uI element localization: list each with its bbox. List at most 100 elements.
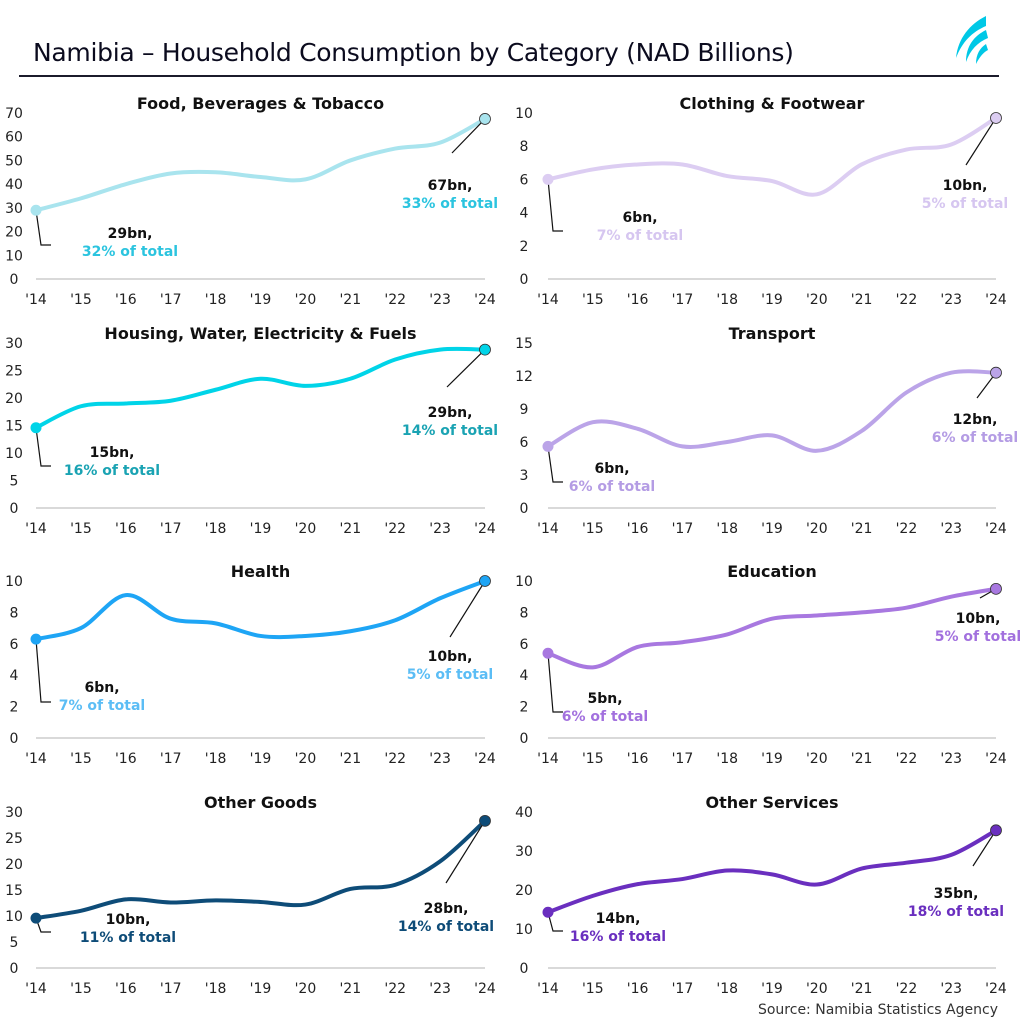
panel-7: Other Services 0 10 20 30 40 '14 '15 '16 '17 '18 '1…: [515, 793, 1007, 997]
start-leader-line: [547, 912, 563, 932]
x-tick-label: '21: [851, 292, 873, 308]
x-tick-label: '19: [761, 981, 783, 997]
x-tick-label: '16: [627, 981, 649, 997]
x-tick-label: '16: [627, 751, 649, 767]
x-tick-label: '15: [70, 292, 92, 308]
start-value-label: 6bn,: [84, 680, 119, 696]
end-value-label: 10bn,: [943, 178, 988, 194]
start-value-label: 29bn,: [108, 226, 153, 242]
y-tick-label: 2: [520, 700, 529, 716]
x-tick-label: '22: [896, 751, 918, 767]
end-point: [990, 824, 1002, 837]
x-tick-label: '24: [474, 292, 496, 308]
x-tick-label: '20: [295, 751, 317, 767]
panel-title: Health: [231, 562, 291, 581]
end-value-label: 67bn,: [428, 178, 473, 194]
start-leader-line: [547, 179, 563, 232]
x-tick-label: '21: [339, 521, 361, 537]
x-tick-label: '22: [896, 292, 918, 308]
y-tick-label: 9: [520, 402, 529, 418]
panel-title: Transport: [729, 324, 816, 343]
x-tick-label: '18: [716, 981, 738, 997]
y-tick-label: 30: [5, 805, 23, 821]
y-tick-label: 20: [5, 391, 23, 407]
x-tick-label: '16: [115, 751, 137, 767]
start-value-label: 5bn,: [587, 691, 622, 707]
x-tick-label: '16: [627, 292, 649, 308]
panel-6: Other Goods 0 5 10 15 20 25 30 '14 '15 '16 '17 '18 '1…: [5, 793, 496, 997]
x-tick-label: '16: [115, 292, 137, 308]
y-tick-label: 15: [515, 336, 533, 352]
x-tick-label: '16: [115, 521, 137, 537]
panel-4: Health 0 2 4 6 8 10 '14 '15 '16 '17 '18 '19 '20 '21 '22…: [5, 562, 496, 767]
start-leader-line: [547, 653, 563, 713]
x-tick-label: '17: [672, 292, 694, 308]
y-tick-label: 10: [5, 574, 23, 590]
start-value-label: 10bn,: [106, 912, 151, 928]
panel-title: Food, Beverages & Tobacco: [137, 94, 384, 113]
start-share-label: 16% of total: [64, 463, 160, 479]
y-tick-label: 8: [10, 605, 19, 621]
end-share-label: 18% of total: [908, 904, 1004, 920]
end-value-label: 29bn,: [428, 405, 473, 421]
x-tick-label: '14: [25, 981, 47, 997]
end-leader-line: [445, 820, 486, 884]
y-tick-label: 10: [5, 248, 23, 264]
y-tick-label: 6: [520, 435, 529, 451]
series-line: [546, 369, 998, 453]
x-tick-label: '15: [582, 292, 604, 308]
y-tick-label: 2: [520, 239, 529, 255]
panel-title: Education: [727, 562, 817, 581]
end-value-label: 10bn,: [956, 611, 1001, 627]
x-tick-label: '23: [429, 981, 451, 997]
x-tick-label: '15: [70, 521, 92, 537]
y-tick-label: 4: [520, 206, 529, 222]
y-tick-label: 40: [5, 177, 23, 193]
start-value-label: 6bn,: [594, 461, 629, 477]
start-leader-line: [35, 427, 51, 467]
start-share-label: 7% of total: [597, 228, 683, 244]
start-share-label: 6% of total: [569, 479, 655, 495]
end-leader-line: [446, 349, 486, 388]
y-tick-label: 25: [5, 831, 23, 847]
start-leader-line: [35, 639, 51, 703]
x-tick-label: '15: [582, 751, 604, 767]
y-tick-label: 8: [520, 139, 529, 155]
series-line: [546, 115, 998, 197]
y-tick-label: 40: [515, 805, 533, 821]
y-tick-label: 20: [5, 225, 23, 241]
panel-0: Food, Beverages & Tobacco 0 10 20 30 40 50 60 70…: [5, 94, 498, 308]
y-tick-label: 15: [5, 883, 23, 899]
x-tick-label: '21: [851, 751, 873, 767]
end-value-label: 35bn,: [934, 886, 979, 902]
x-tick-label: '15: [70, 751, 92, 767]
x-tick-label: '14: [537, 751, 559, 767]
logo-icon: [956, 16, 988, 64]
panel-5: Education 0 2 4 6 8 10 '14 '15 '16 '17 '18 '19 '20 '21…: [515, 562, 1021, 767]
x-tick-label: '16: [115, 981, 137, 997]
x-tick-label: '14: [25, 751, 47, 767]
start-share-label: 7% of total: [59, 698, 145, 714]
start-point: [542, 647, 554, 659]
x-tick-label: '17: [160, 751, 182, 767]
x-tick-label: '24: [985, 521, 1007, 537]
x-tick-label: '24: [985, 751, 1007, 767]
y-tick-label: 4: [520, 668, 529, 684]
x-tick-label: '14: [537, 521, 559, 537]
x-tick-label: '20: [806, 981, 828, 997]
x-tick-label: '19: [761, 292, 783, 308]
x-tick-label: '21: [339, 292, 361, 308]
x-tick-label: '20: [806, 292, 828, 308]
start-share-label: 16% of total: [570, 929, 666, 945]
y-tick-label: 12: [515, 369, 533, 385]
y-tick-label: 10: [5, 446, 23, 462]
end-point: [479, 343, 491, 356]
x-tick-label: '24: [474, 521, 496, 537]
start-point: [542, 173, 554, 185]
x-tick-label: '16: [627, 521, 649, 537]
panel-2: Housing, Water, Electricity & Fuels 0 5 10 1…: [5, 324, 498, 537]
y-tick-label: 10: [5, 909, 23, 925]
title-divider: [19, 75, 999, 77]
y-tick-label: 6: [10, 637, 19, 653]
end-point: [990, 366, 1002, 379]
